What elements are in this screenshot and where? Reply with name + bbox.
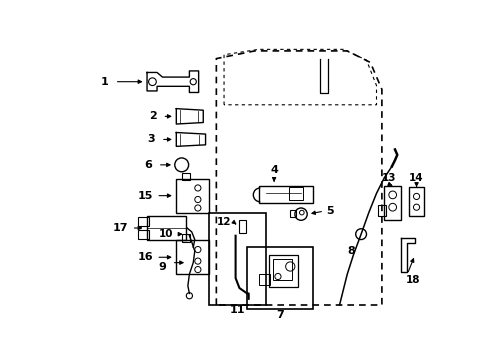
Text: 18: 18 bbox=[405, 275, 419, 285]
Bar bbox=[147, 216, 185, 240]
Bar bbox=[259, 274, 270, 285]
Bar bbox=[208, 213, 266, 305]
Bar bbox=[138, 217, 148, 226]
Text: 8: 8 bbox=[346, 246, 354, 256]
Bar bbox=[182, 234, 190, 242]
Bar bbox=[176, 179, 208, 213]
Text: 15: 15 bbox=[138, 191, 153, 201]
Bar bbox=[290, 210, 295, 217]
Text: 4: 4 bbox=[269, 165, 278, 175]
Bar bbox=[246, 247, 312, 309]
Text: 11: 11 bbox=[230, 305, 245, 315]
Text: 7: 7 bbox=[276, 310, 284, 320]
Bar bbox=[182, 172, 190, 180]
Text: 9: 9 bbox=[158, 261, 166, 271]
Text: 17: 17 bbox=[112, 223, 127, 233]
Text: 14: 14 bbox=[408, 173, 423, 183]
Text: 5: 5 bbox=[325, 206, 333, 216]
Text: 2: 2 bbox=[149, 111, 157, 121]
Bar bbox=[268, 255, 297, 287]
Text: 16: 16 bbox=[138, 252, 153, 262]
Text: 10: 10 bbox=[159, 229, 173, 239]
Bar bbox=[258, 186, 312, 203]
Bar bbox=[377, 205, 385, 216]
Bar bbox=[239, 220, 245, 233]
Text: 13: 13 bbox=[381, 173, 395, 183]
Bar bbox=[272, 259, 291, 280]
Text: 1: 1 bbox=[101, 77, 108, 87]
Bar bbox=[138, 230, 148, 239]
Text: 3: 3 bbox=[147, 134, 154, 144]
Bar bbox=[176, 240, 208, 274]
Text: 12: 12 bbox=[216, 217, 231, 227]
Bar bbox=[408, 187, 424, 216]
Text: 6: 6 bbox=[144, 160, 152, 170]
Bar bbox=[289, 187, 303, 199]
Bar bbox=[384, 186, 400, 220]
